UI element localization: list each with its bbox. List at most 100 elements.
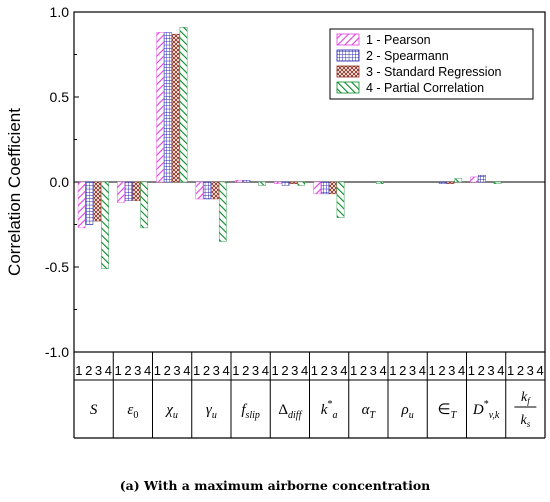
bar-3-6 — [328, 181, 337, 195]
bar-2-9 — [438, 181, 447, 184]
bar-4-5 — [297, 181, 306, 186]
group-sublabel: 2 — [281, 363, 288, 378]
category-label: χu — [164, 402, 178, 421]
group-sublabel: 1 — [193, 363, 200, 378]
group-sublabel: 1 — [154, 363, 161, 378]
legend-swatch-2 — [336, 49, 360, 62]
fraction-denominator: ks — [521, 413, 531, 429]
legend-label-3: 3 - Standard Regression — [366, 65, 502, 79]
group-sublabel: 4 — [536, 363, 543, 378]
group-sublabel: 4 — [379, 363, 386, 378]
bar-3-0 — [93, 181, 102, 222]
category-label: ρu — [401, 402, 414, 421]
bar-1-10 — [470, 176, 478, 183]
bar-1-2 — [156, 32, 164, 183]
category-label: αT — [362, 402, 377, 421]
y-tick-label: -0.5 — [45, 259, 69, 275]
group-sublabel: 2 — [478, 363, 485, 378]
bar-4-1 — [140, 181, 149, 229]
bar-1-6 — [313, 181, 321, 195]
group-sublabel: 2 — [399, 363, 406, 378]
group-sublabel: 1 — [232, 363, 239, 378]
bar-2-0 — [85, 181, 94, 225]
group-sublabel: 4 — [144, 363, 151, 378]
group-sublabel: 2 — [242, 363, 249, 378]
bar-2-3 — [203, 181, 211, 200]
bar-3-5 — [289, 181, 298, 184]
y-tick-label: 0.5 — [50, 89, 70, 105]
group-sublabel: 4 — [340, 363, 347, 378]
legend-swatch-4 — [336, 81, 360, 94]
group-sublabel: 1 — [350, 363, 357, 378]
group-sublabel: 2 — [438, 363, 445, 378]
category-label: Δdiff — [278, 402, 302, 421]
group-sublabel: 3 — [487, 363, 494, 378]
group-sublabel: 4 — [262, 363, 269, 378]
group-sublabel: 4 — [105, 363, 112, 378]
legend-label-4: 4 - Partial Correlation — [366, 81, 484, 95]
group-sublabel: 1 — [507, 363, 514, 378]
y-tick-label: 1.0 — [50, 4, 70, 20]
group-sublabel: 3 — [330, 363, 337, 378]
group-sublabel: 3 — [252, 363, 259, 378]
legend-label-2: 2 - Spearmann — [366, 49, 449, 63]
bar-4-9 — [454, 178, 463, 183]
bar-3-1 — [132, 181, 141, 201]
group-sublabel: 4 — [222, 363, 229, 378]
group-sublabel: 1 — [75, 363, 82, 378]
category-label: D*v,k — [472, 399, 500, 421]
legend-swatch-1 — [336, 33, 360, 46]
group-sublabel: 2 — [203, 363, 210, 378]
group-sublabel: 3 — [409, 363, 416, 378]
group-sublabel: 1 — [429, 363, 436, 378]
bar-1-1 — [117, 181, 125, 203]
group-sublabel: 2 — [517, 363, 524, 378]
group-sublabel: 1 — [311, 363, 318, 378]
bar-1-4 — [234, 180, 243, 183]
fraction-numerator: kf — [521, 390, 531, 406]
group-sublabel: 4 — [458, 363, 465, 378]
legend-box — [329, 28, 534, 100]
bar-2-6 — [321, 181, 329, 195]
bar-4-3 — [218, 181, 227, 242]
bar-4-10 — [493, 181, 502, 184]
bar-4-6 — [336, 181, 345, 218]
group-sublabel: 3 — [134, 363, 141, 378]
y-axis-label: Correlation Coefficient — [5, 108, 24, 276]
bar-2-4 — [242, 180, 251, 183]
bar-1-0 — [77, 181, 86, 229]
category-label: ∈T — [438, 402, 458, 421]
group-sublabel: 1 — [115, 363, 122, 378]
category-label: k*a — [321, 399, 338, 421]
y-tick-label: -1.0 — [45, 344, 69, 360]
bar-2-5 — [281, 181, 290, 186]
bar-4-4 — [258, 181, 266, 186]
category-label-fraction: kf ks — [514, 390, 537, 429]
legend-swatch-3 — [336, 65, 360, 78]
category-label: fslip — [241, 402, 260, 421]
group-sublabel: 3 — [370, 363, 377, 378]
bar-4-0 — [101, 181, 109, 269]
group-sublabel: 2 — [85, 363, 92, 378]
bar-4-2 — [179, 27, 188, 183]
bar-3-2 — [171, 33, 180, 183]
group-sublabel: 2 — [321, 363, 328, 378]
group-sublabel: 2 — [360, 363, 367, 378]
group-sublabel: 2 — [124, 363, 131, 378]
group-sublabel: 4 — [497, 363, 504, 378]
group-sublabel: 3 — [173, 363, 180, 378]
group-sublabel: 3 — [527, 363, 534, 378]
group-sublabel: 4 — [419, 363, 426, 378]
group-sublabel: 3 — [213, 363, 220, 378]
bar-1-3 — [195, 181, 204, 200]
bar-1-5 — [274, 181, 282, 184]
bar-3-9 — [446, 181, 455, 184]
group-sublabel: 4 — [301, 363, 308, 378]
figure-caption: (a) With a maximum airborne concentratio… — [119, 478, 431, 493]
y-tick-label: 0.0 — [50, 174, 70, 190]
bar-2-2 — [164, 32, 172, 183]
bar-2-1 — [124, 181, 133, 201]
group-sublabel: 1 — [389, 363, 396, 378]
category-label: ε0 — [127, 402, 138, 421]
bar-4-7 — [375, 181, 384, 184]
